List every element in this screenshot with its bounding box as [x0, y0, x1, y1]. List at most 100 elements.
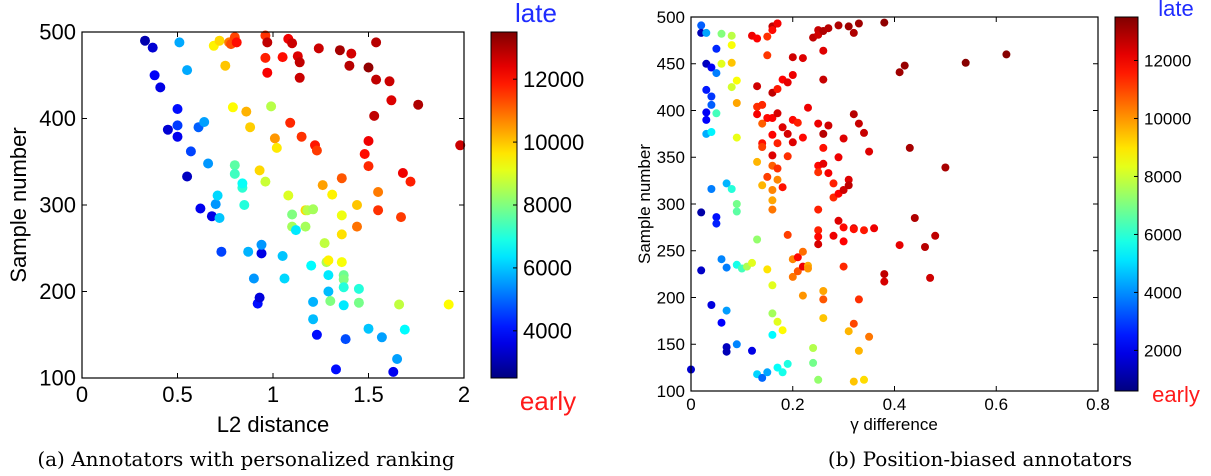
- data-point-b: [849, 377, 858, 386]
- data-point-a: [294, 72, 305, 83]
- data-point-b: [722, 306, 731, 315]
- y-axis-label-b: Sample number: [635, 144, 654, 264]
- data-point-b: [732, 99, 741, 107]
- data-point-a: [277, 52, 288, 63]
- data-point-a: [241, 106, 252, 117]
- data-point-b: [783, 78, 792, 87]
- data-point-a: [336, 210, 347, 221]
- data-point-b: [758, 181, 767, 190]
- y-tick-label-b: 200: [657, 288, 685, 307]
- data-point-b: [758, 373, 767, 382]
- data-point-b: [819, 75, 828, 84]
- data-point-a: [140, 35, 150, 46]
- panel-a: 0 0.5 1 1.5 2 100 200 300 400 500 L2 distance Sam…: [6, 0, 584, 471]
- data-point-b: [727, 41, 736, 50]
- data-point-b: [910, 214, 919, 222]
- data-point-a: [155, 82, 166, 93]
- data-point-b: [819, 143, 828, 152]
- data-point-b: [865, 147, 874, 156]
- data-point-b: [732, 200, 741, 208]
- data-point-b: [727, 83, 736, 92]
- data-point-b: [707, 128, 716, 136]
- data-point-a: [266, 101, 277, 112]
- data-point-b: [778, 123, 787, 132]
- data-point-b: [768, 26, 777, 35]
- data-point-a: [306, 260, 317, 271]
- data-point-b: [829, 231, 838, 240]
- data-point-a: [260, 176, 271, 187]
- data-point-a: [269, 133, 280, 144]
- x-tick-label-b: 0.2: [781, 395, 805, 414]
- data-point-a: [245, 122, 256, 133]
- data-point-a: [262, 37, 273, 48]
- data-point-b: [707, 301, 716, 309]
- data-point-a: [254, 292, 265, 303]
- data-point-a: [206, 211, 217, 222]
- data-point-b: [707, 100, 716, 109]
- data-point-b: [829, 179, 838, 188]
- y-tick-label-a: 100: [39, 366, 76, 391]
- data-point-a: [185, 146, 196, 157]
- x-tick-label-a: 1: [267, 382, 279, 407]
- data-point-b: [773, 109, 782, 118]
- data-point-b: [814, 168, 823, 177]
- data-point-a: [149, 70, 160, 81]
- colorbar-gradient-a: [490, 31, 518, 379]
- x-tick-label-b: 0: [686, 395, 695, 414]
- colorbar-tick-label-a: 8000: [523, 193, 572, 218]
- data-point-b: [880, 270, 889, 279]
- data-point-b: [844, 22, 853, 31]
- data-point-a: [311, 145, 322, 156]
- data-point-b: [895, 68, 904, 77]
- data-point-b: [773, 363, 782, 372]
- data-point-b: [854, 295, 863, 304]
- data-point-b: [697, 208, 706, 217]
- x-axis-label-a: L2 distance: [217, 412, 330, 437]
- data-point-b: [727, 58, 736, 67]
- data-point-b: [788, 53, 797, 62]
- data-point-b: [702, 108, 711, 117]
- data-point-b: [712, 219, 721, 228]
- data-point-b: [849, 110, 858, 119]
- data-point-a: [336, 173, 347, 184]
- data-point-b: [722, 347, 731, 356]
- data-point-a: [277, 251, 288, 261]
- data-point-a: [283, 190, 294, 201]
- data-point-a: [311, 329, 322, 340]
- y-tick-label-b: 350: [657, 148, 685, 167]
- data-point-b: [697, 21, 706, 30]
- data-point-a: [371, 74, 382, 85]
- data-point-a: [413, 99, 424, 110]
- data-point-a: [290, 225, 301, 236]
- data-point-b: [778, 326, 787, 335]
- data-point-b: [849, 319, 858, 328]
- data-point-a: [313, 43, 324, 54]
- colorbar-bottom-label-a: early: [520, 386, 576, 416]
- data-point-b: [722, 179, 731, 188]
- y-tick-label-b: 450: [657, 55, 685, 74]
- data-point-a: [346, 48, 357, 59]
- data-point-b: [712, 69, 721, 78]
- data-point-b: [753, 157, 762, 166]
- data-point-b: [773, 317, 782, 326]
- data-point-a: [352, 221, 362, 232]
- data-point-a: [373, 205, 384, 216]
- data-point-a: [243, 246, 254, 257]
- colorbar-tick-label-a: 12000: [523, 67, 584, 92]
- data-point-b: [793, 253, 802, 262]
- plot-area-b: [691, 17, 1098, 391]
- data-point-b: [839, 134, 848, 143]
- y-tick-label-b: 300: [657, 195, 685, 214]
- data-point-a: [182, 65, 193, 76]
- data-point-a: [353, 297, 364, 308]
- data-point-b: [819, 314, 828, 323]
- y-tick-label-a: 200: [39, 279, 76, 304]
- data-point-b: [860, 128, 868, 137]
- data-point-b: [707, 92, 716, 101]
- data-point-b: [773, 164, 782, 173]
- data-point-b: [717, 59, 726, 68]
- data-point-b: [788, 71, 797, 79]
- data-point-a: [338, 300, 349, 311]
- colorbar-gradient-b: [1114, 16, 1139, 392]
